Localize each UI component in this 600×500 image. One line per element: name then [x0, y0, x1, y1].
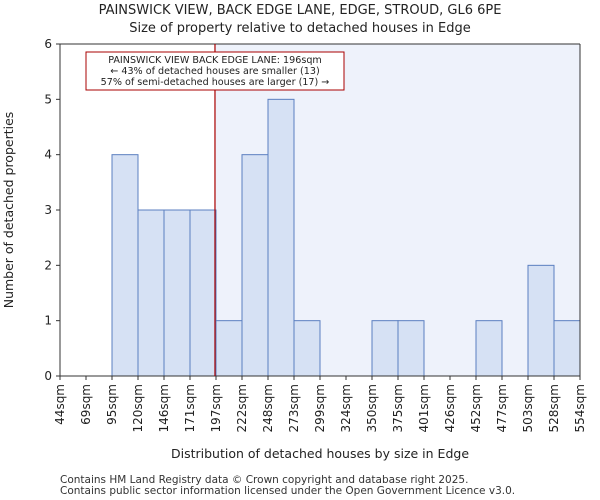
annotation-line-1: PAINSWICK VIEW BACK EDGE LANE: 196sqm [108, 55, 322, 66]
x-tick-label: 299sqm [313, 384, 327, 432]
y-tick-label: 0 [44, 369, 52, 383]
x-tick-label: 554sqm [573, 384, 587, 432]
x-tick-label: 503sqm [521, 384, 535, 432]
bar-528sqm [553, 320, 581, 377]
y-tick-label: 4 [44, 148, 52, 162]
footer-line-1: Contains HM Land Registry data © Crown c… [60, 474, 469, 486]
y-axis-label: Number of detached properties [1, 112, 16, 309]
x-tick-label: 375sqm [391, 384, 405, 432]
x-tick-label: 350sqm [365, 384, 379, 432]
x-tick-label: 222sqm [235, 384, 249, 432]
footer-line-2: Contains public sector information licen… [60, 485, 516, 497]
x-tick-label: 69sqm [79, 384, 93, 425]
bars-group [111, 98, 581, 377]
x-axis-label: Distribution of detached houses by size … [171, 446, 469, 461]
x-tick-label: 452sqm [469, 384, 483, 432]
chart-title: PAINSWICK VIEW, BACK EDGE LANE, EDGE, ST… [98, 3, 502, 18]
x-tick-label: 324sqm [339, 384, 353, 432]
bar-222sqm [241, 154, 269, 377]
x-tick-label: 171sqm [183, 384, 197, 432]
y-tick-label: 3 [44, 203, 52, 217]
y-ticks-group: 0 1 2 3 4 5 6 [44, 37, 60, 383]
bar-95sqm [111, 154, 139, 377]
x-tick-label: 248sqm [261, 384, 275, 432]
bar-197sqm [215, 320, 243, 377]
annotation-line-3: 57% of semi-detached houses are larger (… [101, 77, 330, 88]
x-tick-label: 273sqm [287, 384, 301, 432]
x-tick-label: 197sqm [209, 384, 223, 432]
y-tick-label: 2 [44, 258, 52, 272]
y-tick-label: 5 [44, 92, 52, 106]
y-tick-label: 1 [44, 314, 52, 328]
x-tick-label: 477sqm [495, 384, 509, 432]
bar-120sqm [137, 209, 165, 377]
bar-171sqm [189, 209, 217, 377]
x-tick-label: 426sqm [443, 384, 457, 432]
y-tick-label: 6 [44, 37, 52, 51]
bar-248sqm [267, 98, 295, 377]
x-tick-label: 146sqm [157, 384, 171, 432]
bar-350sqm [371, 320, 399, 377]
x-tick-label: 401sqm [417, 384, 431, 432]
bar-146sqm [163, 209, 191, 377]
annotation-line-2: ← 43% of detached houses are smaller (13… [110, 66, 319, 77]
chart-subtitle: Size of property relative to detached ho… [129, 21, 471, 36]
bar-503sqm [527, 264, 555, 377]
x-tick-label: 120sqm [131, 384, 145, 432]
annotation-frame [85, 51, 345, 91]
bar-452sqm [475, 320, 503, 377]
x-tick-label: 95sqm [105, 384, 119, 425]
x-tick-label: 528sqm [547, 384, 561, 432]
x-tick-label: 44sqm [53, 384, 67, 425]
histogram-chart: 0 1 2 3 4 5 6 44sqm 69sqm 95sqm 120sqm 146sqm 171sq… [1, 37, 587, 461]
x-ticks-group: 44sqm 69sqm 95sqm 120sqm 146sqm 171sqm 197sqm 2… [53, 376, 587, 432]
bar-273sqm [293, 320, 321, 377]
annotation-box: PAINSWICK VIEW BACK EDGE LANE: 196sqm← 4… [85, 51, 345, 91]
bar-375sqm [397, 320, 425, 377]
